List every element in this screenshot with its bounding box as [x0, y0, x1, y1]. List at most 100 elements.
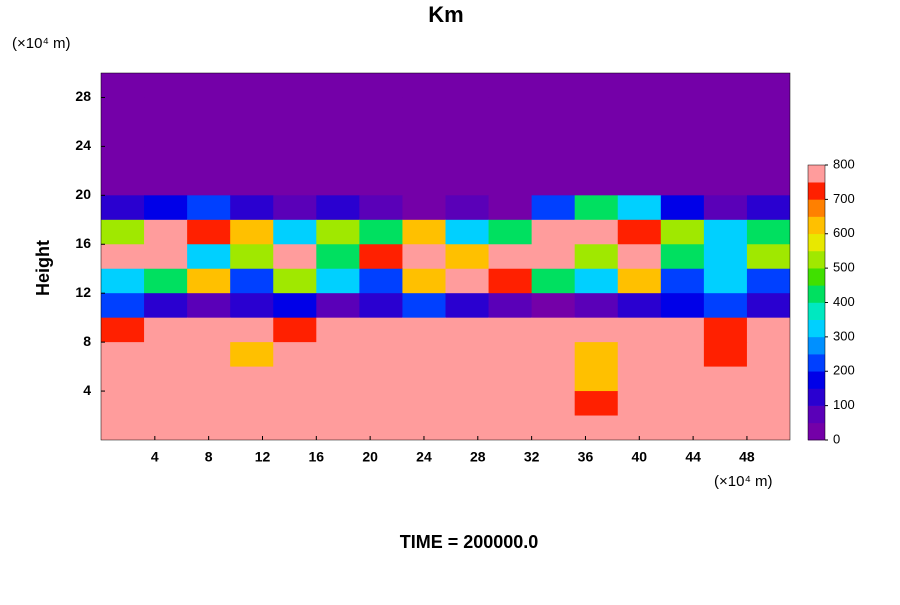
cell: [144, 415, 188, 440]
cell: [359, 317, 403, 343]
cell: [660, 97, 705, 123]
cell: [445, 415, 490, 440]
cell: [617, 244, 662, 270]
cell: [144, 219, 188, 245]
cell: [703, 415, 748, 440]
colorbar-tick-label: 400: [833, 294, 855, 309]
cell: [402, 415, 446, 440]
cell: [660, 121, 705, 147]
cell: [445, 342, 490, 368]
cell: [445, 195, 490, 221]
cell: [316, 268, 360, 294]
cell: [660, 73, 705, 98]
chart-title: Km: [428, 2, 463, 27]
cell: [617, 293, 662, 319]
footer: TIME = 200000.0: [400, 532, 539, 552]
colorbar-swatch: [808, 388, 825, 406]
x-tick-label: 28: [470, 449, 486, 465]
cell: [660, 317, 705, 343]
cell: [488, 415, 533, 440]
cell: [359, 366, 403, 392]
cell: [316, 317, 360, 343]
cell: [574, 219, 619, 245]
cell: [230, 293, 274, 319]
y-axis-label: Height: [33, 240, 53, 296]
cell: [660, 391, 705, 417]
cell: [101, 244, 145, 270]
cell: [531, 244, 576, 270]
cell: [746, 121, 790, 147]
cell: [101, 366, 145, 392]
cell: [617, 121, 662, 147]
cell: [273, 219, 317, 245]
cell: [531, 415, 576, 440]
cell: [359, 170, 403, 196]
y-tick-label: 12: [75, 284, 91, 300]
cell: [445, 391, 490, 417]
cell: [445, 293, 490, 319]
cell: [402, 317, 446, 343]
cell: [660, 415, 705, 440]
cell: [488, 366, 533, 392]
cell: [531, 391, 576, 417]
cell: [144, 391, 188, 417]
cell: [488, 195, 533, 221]
x-tick-label: 16: [309, 449, 325, 465]
cell: [574, 415, 619, 440]
cell: [660, 366, 705, 392]
cell: [531, 146, 576, 172]
y-tick-label: 20: [75, 186, 91, 202]
cell: [574, 73, 619, 98]
cell: [187, 415, 231, 440]
cell: [746, 146, 790, 172]
cell: [273, 121, 317, 147]
cell: [617, 219, 662, 245]
y-tick-label: 16: [75, 235, 91, 251]
cell: [746, 317, 790, 343]
cell: [488, 244, 533, 270]
colorbar-swatch: [808, 268, 825, 286]
cell: [617, 146, 662, 172]
cell: [316, 170, 360, 196]
cell: [187, 170, 231, 196]
y-tick-label: 28: [75, 88, 91, 104]
cell: [703, 317, 748, 343]
x-tick-label: 40: [631, 449, 647, 465]
cell: [144, 170, 188, 196]
cell: [359, 195, 403, 221]
cell: [574, 244, 619, 270]
cell: [273, 97, 317, 123]
cell: [660, 170, 705, 196]
cell: [230, 391, 274, 417]
colorbar-swatch: [808, 336, 825, 355]
x-tick-label: 24: [416, 449, 432, 465]
cell: [273, 170, 317, 196]
cell: [488, 146, 533, 172]
cell: [101, 391, 145, 417]
cell: [230, 342, 274, 368]
cell: [101, 268, 145, 294]
cell: [746, 293, 790, 319]
cell: [359, 146, 403, 172]
cell: [574, 342, 619, 368]
colorbar-tick-label: 500: [833, 260, 855, 275]
cell: [746, 170, 790, 196]
cell: [101, 97, 145, 123]
cell: [316, 244, 360, 270]
colorbar-swatch: [808, 199, 825, 217]
colorbar-tick-label: 0: [833, 431, 840, 446]
cell: [187, 391, 231, 417]
x-tick-label: 44: [685, 449, 701, 465]
cell: [101, 293, 145, 319]
colorbar-swatch: [808, 285, 825, 303]
cell: [402, 293, 446, 319]
cell: [144, 97, 188, 123]
cell: [703, 244, 748, 270]
cell: [230, 170, 274, 196]
cell: [617, 268, 662, 294]
cell: [445, 121, 490, 147]
cell: [359, 391, 403, 417]
cell: [316, 391, 360, 417]
x-tick-label: 8: [205, 449, 213, 465]
cell: [488, 342, 533, 368]
